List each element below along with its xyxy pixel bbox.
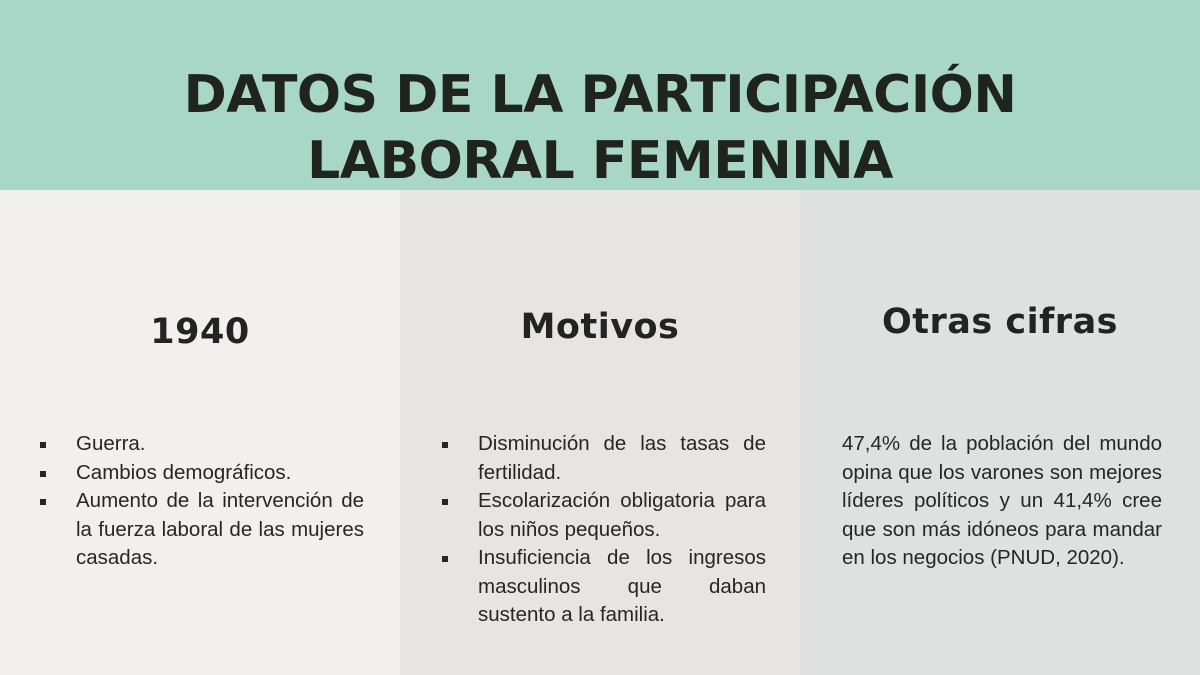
list-item-text: Aumento de la intervención de la fuerza … xyxy=(76,489,364,569)
bullet-list-1940: Guerra. Cambios demográficos. Aumento de… xyxy=(38,430,364,573)
bullet-icon xyxy=(442,556,448,562)
title-line-1: DATOS DE LA PARTICIPACIÓN xyxy=(183,65,1017,125)
list-item-text: Disminución de las tasas de fertilidad. xyxy=(478,432,766,484)
page-title: DATOS DE LA PARTICIPACIÓN LABORAL FEMENI… xyxy=(0,62,1200,194)
column-heading-motivos: Motivos xyxy=(520,307,680,347)
bullet-icon xyxy=(40,442,46,448)
list-item: Guerra. xyxy=(38,430,364,459)
list-item-text: Insuficiencia de los ingresos masculinos… xyxy=(478,546,766,626)
list-item: Aumento de la intervención de la fuerza … xyxy=(38,487,364,573)
bullet-list-motivos: Disminución de las tasas de fertilidad. … xyxy=(440,430,766,630)
title-line-2: LABORAL FEMENINA xyxy=(307,131,893,191)
column-heading-otras-cifras: Otras cifras xyxy=(881,302,1119,342)
list-item-text: Cambios demográficos. xyxy=(76,460,292,484)
bullet-icon xyxy=(40,499,46,505)
list-item-text: Escolarización obligatoria para los niño… xyxy=(478,489,766,541)
list-item: Cambios demográficos. xyxy=(38,459,364,488)
list-item: Disminución de las tasas de fertilidad. xyxy=(440,430,766,487)
column-heading-1940: 1940 xyxy=(150,312,250,352)
header-band xyxy=(0,0,1200,190)
column-otras-cifras: Otras cifras 47,4% de la población del m… xyxy=(800,190,1200,675)
list-item-text: Guerra. xyxy=(76,432,146,455)
list-item: Insuficiencia de los ingresos masculinos… xyxy=(440,544,766,630)
column-motivos: Motivos Disminución de las tasas de fert… xyxy=(400,190,800,675)
bullet-icon xyxy=(40,470,46,477)
statistics-paragraph: 47,4% de la población del mundo opina qu… xyxy=(842,432,1162,569)
column-1940: 1940 Guerra. Cambios demográficos. Aumen… xyxy=(0,190,400,675)
bullet-icon xyxy=(442,442,448,448)
bullet-icon xyxy=(442,499,448,505)
list-item: Escolarización obligatoria para los niño… xyxy=(440,487,766,544)
